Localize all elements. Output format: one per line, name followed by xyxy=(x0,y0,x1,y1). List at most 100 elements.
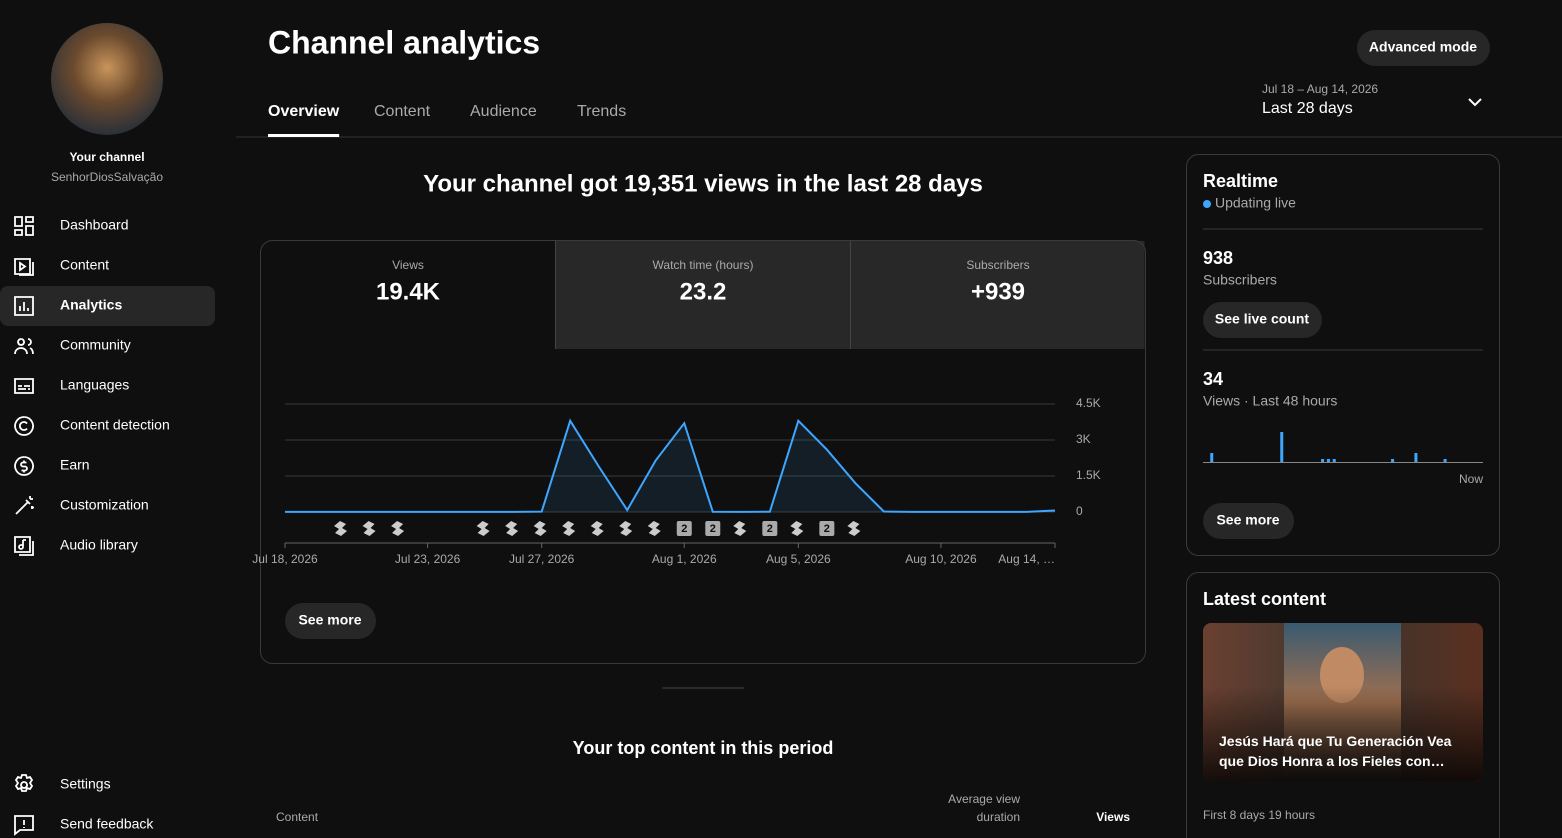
short-marker[interactable] xyxy=(562,521,576,536)
short-marker[interactable] xyxy=(391,521,405,536)
bar xyxy=(1326,459,1330,462)
channel-avatar[interactable] xyxy=(51,23,163,135)
date-range: Jul 18 – Aug 14, 2026 xyxy=(1262,82,1378,96)
top-content-title: Your top content in this period xyxy=(573,738,834,758)
short-marker[interactable] xyxy=(476,521,490,536)
nav-item[interactable]: Dashboard xyxy=(60,217,129,233)
y-tick-label: 0 xyxy=(1076,504,1083,518)
upload-count: 2 xyxy=(824,523,830,535)
nav-item[interactable]: Languages xyxy=(60,377,129,393)
upload-badge[interactable] xyxy=(676,521,692,536)
metric-label: Watch time (hours) xyxy=(653,258,754,272)
nav-active xyxy=(0,286,215,326)
nav-item[interactable]: Settings xyxy=(60,776,111,792)
nav-item[interactable]: Earn xyxy=(60,457,90,473)
short-marker[interactable] xyxy=(733,521,747,536)
metric-label: Subscribers xyxy=(966,258,1029,272)
line xyxy=(285,418,1056,513)
area xyxy=(285,420,1055,512)
video-title-wrap: Jesús Hará que Tu Generación Vea que Dio… xyxy=(1219,733,1452,769)
short-marker[interactable] xyxy=(790,521,804,536)
live-dot xyxy=(1203,200,1211,208)
short-marker[interactable] xyxy=(647,521,661,536)
nav-icon xyxy=(14,378,34,394)
advanced-mode-button[interactable] xyxy=(1357,30,1490,66)
x-tick-label: Jul 23, 2026 xyxy=(395,552,461,566)
nav-icon xyxy=(14,258,34,276)
live-count-button[interactable] xyxy=(1203,302,1322,338)
tab-underline xyxy=(268,134,340,137)
upload-count: 2 xyxy=(710,523,716,535)
period-dropdown[interactable] xyxy=(1468,98,1482,107)
tab[interactable]: Trends xyxy=(577,103,626,120)
upload-badge[interactable] xyxy=(819,521,835,536)
nav-item[interactable]: Audio library xyxy=(60,537,138,553)
x-tick-label: Aug 1, 2026 xyxy=(652,552,717,566)
see-more-label: See more xyxy=(298,612,361,628)
column-header[interactable]: Views xyxy=(1096,810,1130,824)
latest-title: Latest content xyxy=(1203,589,1326,609)
upload-count: 2 xyxy=(767,523,773,535)
short-marker[interactable] xyxy=(619,521,633,536)
tab[interactable]: Audience xyxy=(470,103,537,120)
short-marker[interactable] xyxy=(590,521,604,536)
nav-item[interactable]: Content detection xyxy=(60,417,170,433)
nav-icon xyxy=(14,536,34,556)
period[interactable]: Last 28 days xyxy=(1262,100,1353,117)
nav-item[interactable]: Send feedback xyxy=(60,816,154,832)
nav-icon xyxy=(14,416,34,436)
bar xyxy=(1391,459,1395,462)
metric-label: Views xyxy=(392,258,424,272)
nav-icon xyxy=(14,774,34,792)
nav-item[interactable]: Content xyxy=(60,257,109,273)
upload-badge[interactable] xyxy=(762,521,778,536)
metric-tab[interactable] xyxy=(555,241,851,349)
short-marker[interactable] xyxy=(847,521,861,536)
column-header[interactable]: Average view duration xyxy=(948,792,1020,824)
column-header[interactable]: Content xyxy=(276,810,319,824)
thumbnail[interactable] xyxy=(1203,623,1483,781)
y-tick-label: 1.5K xyxy=(1076,468,1101,482)
metric-value: +939 xyxy=(971,278,1025,305)
metric-tab[interactable] xyxy=(850,241,1145,349)
nav-icon xyxy=(15,496,34,515)
x-tick-label: Now xyxy=(1459,472,1483,486)
bar xyxy=(1332,459,1336,462)
summary: Your channel got 19,351 views in the las… xyxy=(423,170,983,197)
nav-item[interactable]: Community xyxy=(60,337,131,353)
video-age: First 8 days 19 hours xyxy=(1203,808,1315,822)
video-title[interactable]: Jesús Hará que Tu Generación Vea que Dio… xyxy=(1219,733,1452,769)
short-marker[interactable] xyxy=(334,521,348,536)
short-marker[interactable] xyxy=(533,521,547,536)
tab[interactable]: Overview xyxy=(268,103,340,120)
upload-badge[interactable] xyxy=(705,521,721,536)
realtime-see-more[interactable] xyxy=(1203,503,1294,539)
channel-label: Your channel xyxy=(69,150,144,164)
nav-item[interactable]: Analytics xyxy=(60,297,122,313)
realtime-card xyxy=(1186,154,1500,556)
metric-value: 23.2 xyxy=(680,278,727,305)
short-marker[interactable] xyxy=(362,521,376,536)
channel-name: SenhorDiosSalvação xyxy=(51,170,163,184)
column-header-wrap: Average view duration xyxy=(948,792,1020,824)
realtime-status: Updating live xyxy=(1215,195,1296,211)
tab[interactable]: Content xyxy=(374,103,431,120)
nav-icon xyxy=(14,815,34,836)
short-marker[interactable] xyxy=(505,521,519,536)
bar xyxy=(1443,459,1447,462)
nav-icon xyxy=(14,216,34,236)
x-tick-label: Aug 5, 2026 xyxy=(766,552,831,566)
nav-item[interactable]: Customization xyxy=(60,497,149,513)
see-more-label: See more xyxy=(1216,512,1279,528)
nav-icon xyxy=(14,456,34,476)
overview-card xyxy=(260,240,1146,664)
bar xyxy=(1321,459,1325,462)
see-more-button[interactable] xyxy=(285,603,376,639)
advanced-mode-label: Advanced mode xyxy=(1369,39,1477,55)
y-tick-label: 4.5K xyxy=(1076,396,1101,410)
latest-card xyxy=(1186,572,1500,838)
bar xyxy=(1280,432,1284,462)
live-count-label: See live count xyxy=(1215,311,1309,327)
bar xyxy=(1210,453,1214,462)
